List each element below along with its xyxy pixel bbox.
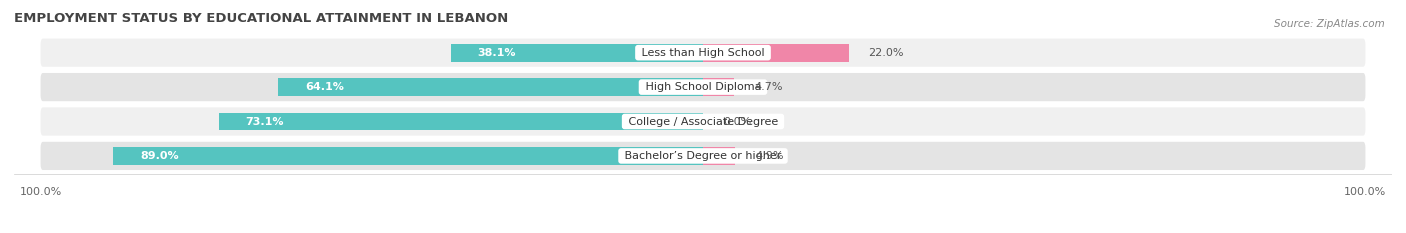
Bar [278,78,703,96]
Text: Less than High School: Less than High School [638,48,768,58]
FancyBboxPatch shape [41,38,1365,67]
Bar [450,44,703,62]
FancyBboxPatch shape [41,107,1365,136]
Bar [703,44,849,62]
Text: 22.0%: 22.0% [869,48,904,58]
Text: High School Diploma: High School Diploma [641,82,765,92]
Text: EMPLOYMENT STATUS BY EDUCATIONAL ATTAINMENT IN LEBANON: EMPLOYMENT STATUS BY EDUCATIONAL ATTAINM… [14,12,509,25]
Text: College / Associate Degree: College / Associate Degree [624,116,782,127]
Text: Bachelor’s Degree or higher: Bachelor’s Degree or higher [621,151,785,161]
FancyBboxPatch shape [41,73,1365,101]
Bar [219,113,703,130]
Text: 64.1%: 64.1% [305,82,343,92]
Bar [703,78,734,96]
Text: 73.1%: 73.1% [245,116,284,127]
Bar [114,147,703,165]
Text: 89.0%: 89.0% [141,151,179,161]
Text: 0.0%: 0.0% [723,116,751,127]
Text: Source: ZipAtlas.com: Source: ZipAtlas.com [1274,19,1385,29]
Text: 4.7%: 4.7% [754,82,783,92]
Text: 38.1%: 38.1% [477,48,516,58]
Text: 4.9%: 4.9% [755,151,783,161]
Bar [703,147,735,165]
FancyBboxPatch shape [41,142,1365,170]
